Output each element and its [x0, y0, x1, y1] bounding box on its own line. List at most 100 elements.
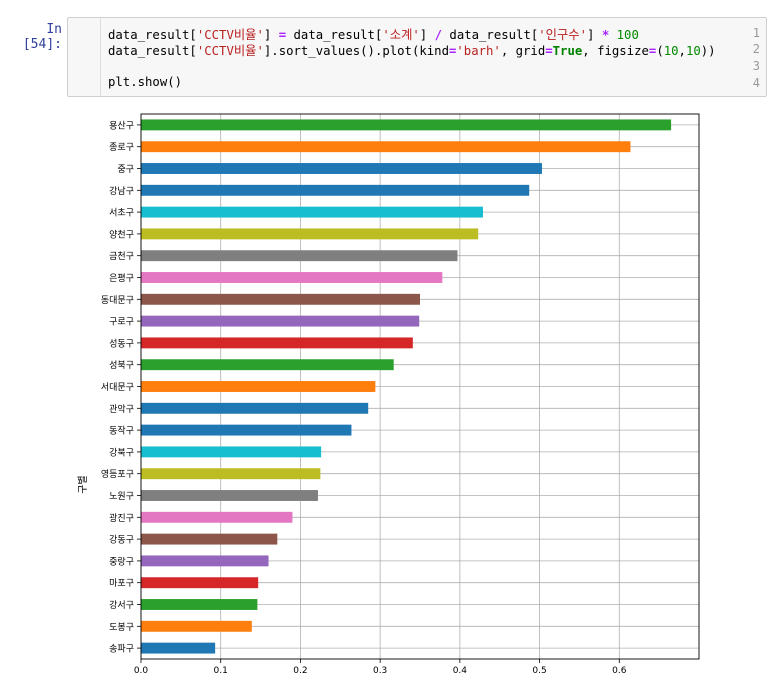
bar — [141, 424, 352, 436]
line-number: 2 — [752, 42, 760, 56]
bar — [141, 533, 278, 545]
code-token: * — [601, 28, 610, 42]
bar — [141, 184, 530, 196]
code-token: = — [448, 44, 457, 58]
y-tick-label: 금천구 — [109, 251, 134, 262]
x-tick-label: 0.4 — [453, 666, 468, 676]
y-tick-label: 구로구 — [109, 317, 134, 328]
y-tick-label: 은평구 — [109, 273, 134, 284]
bar — [141, 381, 376, 392]
y-tick-label: 용산구 — [109, 120, 134, 131]
code-token: 100 — [616, 28, 639, 42]
x-tick-label: 0.1 — [214, 666, 228, 676]
code-token: data_result[ — [108, 28, 197, 42]
y-tick-label: 노원구 — [109, 491, 134, 502]
x-tick-label: 0.2 — [293, 666, 307, 676]
y-tick-label: 도봉구 — [109, 622, 134, 633]
y-tick-label: 강북구 — [109, 447, 134, 458]
code-token: '소계' — [382, 28, 420, 42]
code-token: ] — [587, 28, 602, 42]
y-axis-label: 구별 — [77, 475, 89, 493]
code-token: ] — [263, 28, 279, 42]
bar — [141, 315, 420, 327]
y-tick-label: 관악구 — [109, 403, 134, 415]
code-token: ] — [419, 28, 435, 42]
code-token: = — [545, 44, 553, 58]
code-cell[interactable]: 1 data_result['CCTV비율'] = data_result['소계… — [67, 17, 767, 97]
y-tick-label: 송파구 — [109, 644, 134, 655]
bar-chart: 0.0 0.1 0.2 0.3 0.4 0.5 0.6 용산구종로구중구강남구서초구양천구금천… — [77, 113, 700, 676]
code-token: , figsize — [582, 44, 649, 58]
bar — [141, 468, 321, 480]
bar — [141, 250, 458, 262]
y-tick-label: 동대문구 — [101, 295, 134, 306]
y-tick-label: 영등포구 — [101, 469, 134, 480]
code-token: ( — [656, 44, 664, 58]
y-tick-label: 강동구 — [109, 535, 134, 546]
y-tick-label: 광진구 — [109, 512, 134, 524]
code-token: True — [552, 44, 583, 58]
bar — [141, 446, 322, 458]
bar — [141, 272, 443, 283]
x-tick-label: 0.3 — [373, 666, 387, 676]
line-number: 3 — [752, 59, 760, 73]
axes-frame — [140, 113, 700, 660]
bar — [141, 206, 483, 218]
y-tick-label: 강남구 — [109, 186, 134, 197]
bar — [141, 141, 631, 153]
line-number: 1 — [752, 26, 760, 40]
code-token: / — [434, 28, 443, 42]
x-tick-label: 0.0 — [134, 666, 149, 676]
code-token: '인구수' — [538, 28, 588, 42]
y-tick-label: 동작구 — [109, 426, 134, 437]
code-token: )) — [700, 44, 716, 58]
bar — [141, 642, 216, 654]
y-tick-label: 성북구 — [109, 360, 134, 371]
bar — [141, 119, 672, 131]
code-token: () — [167, 75, 183, 89]
code-token: , grid — [500, 44, 546, 58]
bar — [141, 620, 252, 632]
bar — [141, 555, 269, 567]
code-token: ].sort_values().plot(kind — [263, 44, 449, 58]
bar — [141, 577, 259, 589]
y-tick-label: 종로구 — [109, 142, 134, 153]
bar — [141, 490, 318, 501]
bar — [141, 163, 542, 174]
code-line[interactable]: plt.show() — [108, 75, 182, 89]
code-token: 'barh' — [456, 44, 501, 58]
y-tick-label: 강서구 — [109, 600, 134, 611]
cell-prompt: In [54]: — [22, 22, 62, 52]
y-tick-label: 중랑구 — [109, 555, 134, 567]
code-token: 'CCTV비율' — [196, 28, 264, 42]
code-token: data_result[ — [442, 28, 539, 42]
bar — [141, 293, 420, 305]
y-tick-label: 서초구 — [109, 208, 134, 219]
code-token: = — [278, 28, 287, 42]
y-tick-label: 양천구 — [109, 229, 134, 240]
code-token: = — [648, 44, 657, 58]
y-tick-label: 서대문구 — [101, 382, 134, 393]
y-tick-label: 마포구 — [109, 578, 134, 589]
bar — [141, 228, 479, 240]
code-token: , — [678, 44, 686, 58]
bar — [141, 359, 394, 371]
code-token: 10 — [663, 44, 679, 58]
code-token: data_result[ — [108, 44, 197, 58]
bar — [141, 337, 413, 349]
bar — [141, 511, 293, 523]
x-tick-label: 0.6 — [612, 666, 627, 676]
code-token: plt.show — [108, 75, 168, 89]
code-token: 'CCTV비율' — [196, 44, 264, 58]
y-tick-label: 성동구 — [109, 338, 134, 349]
code-line[interactable]: data_result['CCTV비율'].sort_values().plot… — [108, 41, 716, 59]
y-tick-label: 중구 — [117, 164, 134, 175]
bar — [141, 599, 258, 610]
code-token: 10 — [685, 44, 701, 58]
x-tick-label: 0.5 — [532, 666, 546, 676]
code-token: data_result[ — [286, 28, 383, 42]
code-line[interactable]: data_result['CCTV비율'] = data_result['소계'… — [108, 25, 639, 43]
line-number: 4 — [752, 76, 760, 90]
line-number-gutter — [68, 18, 101, 96]
bar — [141, 402, 369, 414]
